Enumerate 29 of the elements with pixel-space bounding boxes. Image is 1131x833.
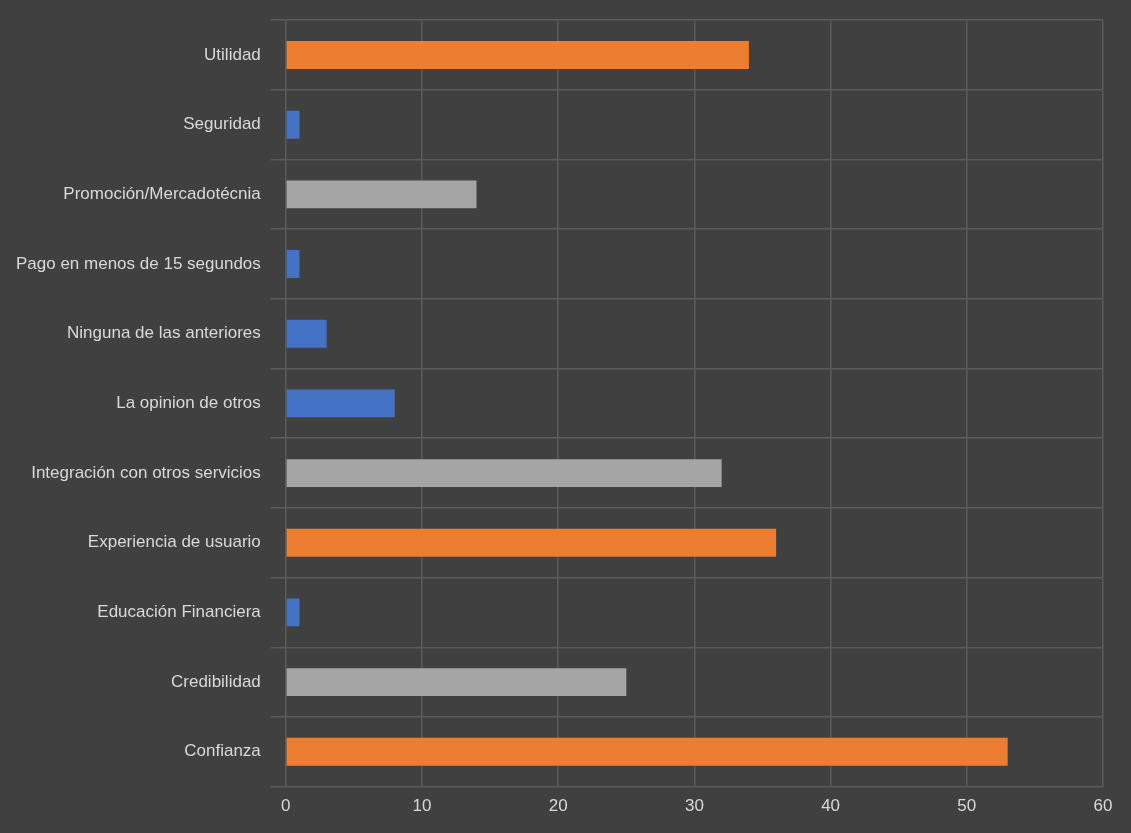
bar bbox=[286, 459, 722, 488]
y-tick-label: La opinion de otros bbox=[116, 393, 261, 413]
y-tick-label: Experiencia de usuario bbox=[87, 532, 261, 552]
bar bbox=[286, 528, 777, 557]
x-tick-label: 60 bbox=[1093, 796, 1113, 816]
bar bbox=[286, 737, 1008, 766]
bar bbox=[286, 41, 749, 69]
bar bbox=[286, 389, 395, 418]
bar bbox=[286, 598, 300, 627]
x-tick-label: 0 bbox=[281, 796, 291, 816]
bar bbox=[286, 250, 300, 278]
y-tick-label: Utilidad bbox=[204, 44, 261, 64]
bar bbox=[286, 180, 477, 209]
y-tick-label: Seguridad bbox=[183, 114, 261, 134]
y-tick-label: Confianza bbox=[184, 741, 262, 761]
y-tick-label: Ninguna de las anteriores bbox=[67, 323, 261, 343]
bar bbox=[286, 668, 627, 697]
y-tick-label: Pago en menos de 15 segundos bbox=[15, 253, 261, 273]
y-tick-label: Integración con otros servicios bbox=[31, 462, 261, 482]
x-tick-label: 40 bbox=[821, 796, 841, 816]
y-tick-label: Educación Financiera bbox=[97, 602, 262, 622]
x-tick-label: 10 bbox=[412, 796, 432, 816]
bar bbox=[286, 319, 327, 348]
x-tick-label: 30 bbox=[684, 796, 704, 816]
y-tick-label: Credibilidad bbox=[171, 671, 261, 691]
x-tick-label: 20 bbox=[548, 796, 568, 816]
y-tick-label: Promoción/Mercadotécnia bbox=[63, 184, 262, 204]
bar bbox=[286, 110, 300, 139]
x-tick-label: 50 bbox=[957, 796, 977, 816]
